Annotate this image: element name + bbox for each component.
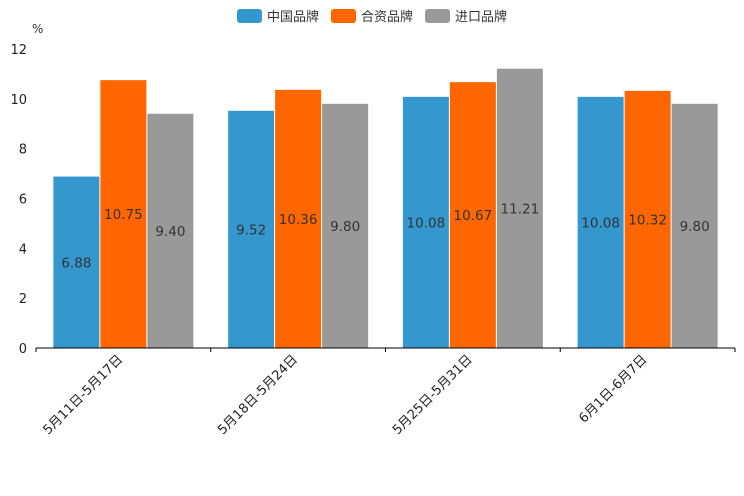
y-tick-label: 2 (19, 292, 27, 307)
legend-swatch-china-brand (236, 8, 262, 23)
legend-label-china-brand: 中国品牌 (266, 10, 319, 25)
bar (496, 68, 543, 348)
y-tick-label: 10 (10, 93, 27, 108)
bar-value-label: 9.80 (680, 219, 710, 235)
bar (577, 96, 624, 348)
legend-label-joint-venture-brand: 合资品牌 (360, 10, 413, 25)
legend-item-import-brand[interactable]: 进口品牌 (425, 6, 507, 25)
legend-label-import-brand: 进口品牌 (455, 10, 508, 25)
bar (671, 103, 718, 348)
bar (147, 113, 194, 349)
bar-value-label: 11.21 (501, 201, 540, 217)
bar (275, 89, 322, 348)
bar-value-label: 6.88 (61, 255, 91, 271)
legend-item-joint-venture-brand[interactable]: 合资品牌 (330, 6, 413, 25)
bar (100, 80, 147, 348)
bar-value-label: 10.75 (104, 207, 143, 223)
bar-value-label: 10.67 (454, 208, 493, 224)
bar (624, 90, 671, 349)
y-tick-label: 4 (19, 242, 27, 257)
bar-value-label: 10.08 (581, 215, 620, 231)
bar-value-label: 9.80 (330, 219, 360, 235)
x-tick-label: 5月18日-5月24日 (215, 352, 301, 438)
bar (322, 103, 369, 348)
x-tick-label: 6月1日-6月7日 (576, 352, 650, 426)
bar (228, 110, 275, 348)
bar-value-label: 10.36 (279, 212, 318, 228)
bar-value-label: 10.08 (407, 215, 446, 231)
legend-swatch-joint-venture-brand (330, 8, 356, 23)
legend-swatch-import-brand (425, 8, 450, 23)
y-tick-label: 6 (19, 193, 27, 208)
bar-value-label: 9.40 (155, 224, 185, 240)
y-tick-label: 8 (19, 143, 27, 158)
x-tick-label: 5月25日-5月31日 (390, 352, 476, 438)
bar-value-label: 9.52 (236, 222, 266, 238)
legend-item-china-brand[interactable]: 中国品牌 (236, 6, 319, 25)
y-axis-unit: % (32, 22, 44, 36)
x-tick-label: 5月11日-5月17日 (40, 352, 126, 438)
bar-value-label: 10.32 (628, 212, 667, 228)
y-tick-label: 12 (10, 43, 27, 58)
legend: 中国品牌 合资品牌 进口品牌 (0, 6, 744, 25)
bar (449, 82, 496, 349)
bar (402, 96, 449, 348)
y-tick-label: 0 (19, 342, 27, 357)
bar (53, 176, 100, 348)
